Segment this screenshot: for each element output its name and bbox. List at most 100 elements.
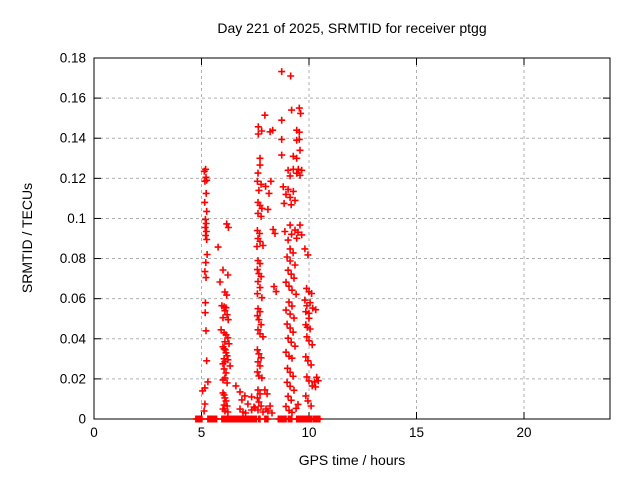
data-point: [278, 116, 286, 124]
data-point: [307, 402, 315, 410]
x-tick-label: 5: [198, 425, 206, 440]
data-point: [201, 268, 209, 276]
data-point: [225, 340, 233, 348]
data-point: [221, 307, 229, 315]
data-point: [284, 166, 292, 174]
data-point: [219, 266, 227, 274]
data-point: [202, 259, 210, 267]
data-point: [224, 316, 232, 324]
data-point: [232, 382, 240, 390]
y-tick-label: 0.06: [60, 291, 86, 306]
data-point: [201, 198, 209, 206]
data-point: [254, 130, 262, 138]
data-point: [221, 338, 229, 346]
data-point: [256, 390, 264, 398]
data-point: [223, 311, 231, 319]
data-point: [255, 316, 263, 324]
data-point: [256, 154, 264, 162]
data-point: [223, 402, 231, 410]
data-point: [257, 180, 265, 188]
data-point: [282, 402, 290, 410]
data-point: [290, 386, 298, 394]
data-point: [257, 212, 265, 220]
data-point: [258, 204, 266, 212]
data-point: [202, 327, 210, 335]
data-point: [286, 382, 294, 390]
data-point: [307, 361, 315, 369]
data-point: [283, 253, 291, 261]
data-point: [288, 286, 296, 294]
data-point: [270, 283, 278, 291]
data-point: [292, 290, 300, 298]
data-point: [288, 230, 296, 238]
data-point: [284, 392, 292, 400]
data-point: [199, 387, 207, 395]
data-point: [296, 221, 304, 229]
data-point: [253, 243, 261, 250]
y-tick-label: 0.18: [60, 51, 86, 66]
data-point: [280, 199, 288, 207]
data-point: [287, 270, 295, 278]
data-point: [295, 135, 303, 143]
data-point: [287, 201, 295, 209]
y-tick-label: 0.14: [60, 131, 87, 146]
data-point: [204, 378, 212, 386]
data-point: [296, 146, 304, 154]
data-point: [257, 402, 265, 410]
y-tick-label: 0: [78, 412, 86, 427]
data-point: [224, 224, 232, 231]
data-point: [291, 196, 299, 204]
x-tick-label: 15: [409, 425, 424, 440]
data-point: [288, 354, 296, 362]
data-point: [254, 169, 262, 177]
data-point: [285, 282, 293, 290]
data-point: [202, 232, 210, 239]
data-point: [284, 334, 292, 342]
data-point: [217, 326, 225, 334]
data-point: [244, 400, 252, 408]
data-point: [285, 298, 293, 306]
data-point: [254, 123, 262, 131]
data-point: [288, 106, 296, 114]
y-tick-label: 0.02: [60, 371, 86, 386]
data-point: [201, 400, 209, 408]
data-point: [238, 396, 246, 404]
data-point: [254, 326, 262, 334]
data-point: [256, 362, 264, 370]
data-point: [256, 308, 264, 316]
data-point: [286, 245, 294, 253]
data-point: [226, 362, 234, 370]
data-point: [286, 324, 294, 332]
data-point: [255, 350, 263, 358]
data-point: [256, 161, 264, 169]
data-point: [272, 288, 280, 296]
data-point: [198, 415, 206, 423]
data-point: [223, 220, 231, 228]
data-point: [236, 388, 244, 396]
data-point: [284, 266, 292, 274]
data-point: [203, 236, 211, 243]
data-point: [303, 323, 311, 331]
data-point: [282, 278, 290, 286]
data-point: [219, 376, 227, 384]
plot-border: [93, 57, 611, 420]
data-point: [293, 234, 301, 242]
data-point: [278, 135, 286, 143]
data-point: [282, 306, 290, 314]
data-point: [259, 333, 267, 341]
data-point: [286, 368, 294, 376]
data-point: [284, 236, 292, 244]
data-point: [269, 126, 277, 134]
data-point: [266, 402, 274, 410]
data-point: [224, 408, 232, 416]
data-point: [284, 364, 291, 372]
data-point: [258, 374, 266, 382]
data-point: [254, 406, 262, 414]
data-point: [305, 337, 313, 345]
data-point: [310, 378, 318, 386]
data-point: [253, 177, 261, 185]
data-point: [308, 382, 316, 390]
data-point: [288, 415, 296, 423]
data-point: [303, 373, 311, 381]
